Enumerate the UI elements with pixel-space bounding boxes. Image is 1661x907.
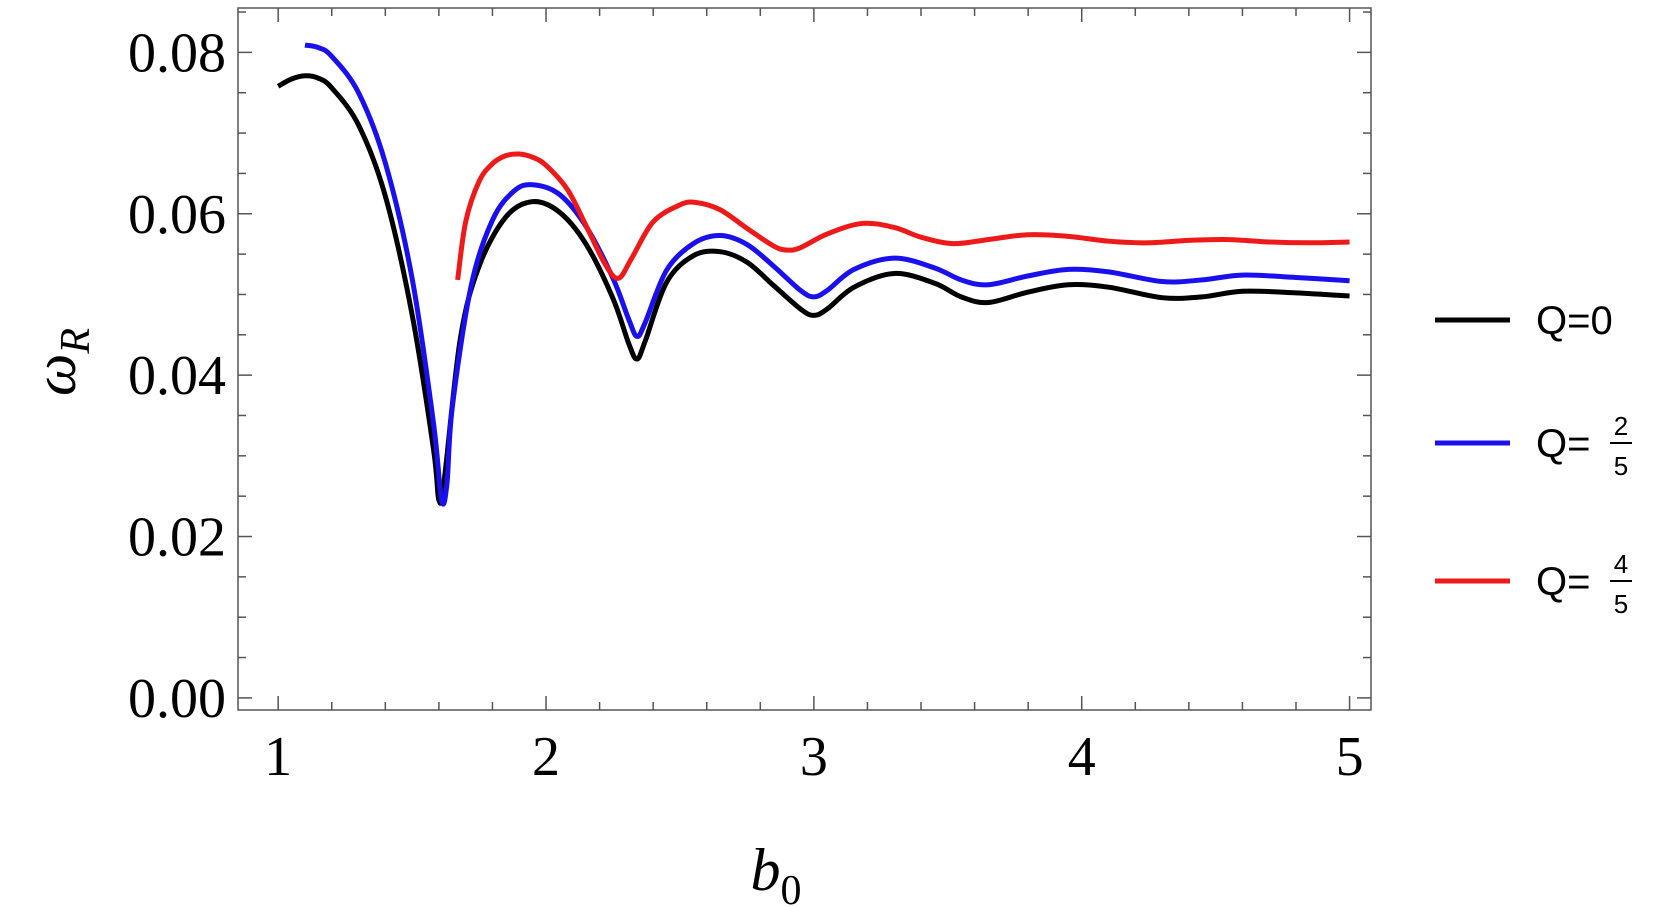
- legend-label-q0: Q=0: [1536, 299, 1613, 343]
- y-axis-title: ωR: [22, 328, 99, 396]
- x-axis-title: b0: [751, 837, 802, 907]
- legend-frac-den-q2-5: 5: [1614, 451, 1628, 481]
- series-lines: [276, 42, 1350, 507]
- plot-frame: [237, 7, 1372, 711]
- y-tick-label: 0.00: [128, 668, 226, 730]
- legend-label-q4-5: Q=: [1536, 560, 1590, 604]
- y-tick-label: 0.04: [128, 345, 226, 407]
- legend-frac-num-q2-5: 2: [1614, 411, 1628, 441]
- x-tick-label: 2: [532, 726, 560, 788]
- x-tick-label: 4: [1068, 726, 1096, 788]
- x-tick-label: 1: [264, 726, 292, 788]
- y-axis-title-subscript: R: [53, 328, 99, 355]
- legend-frac-num-q4-5: 4: [1614, 549, 1628, 579]
- y-axis-title-main: ω: [22, 354, 88, 396]
- axis-ticks: [238, 8, 1371, 710]
- series-line-q2-5: [304, 42, 1350, 507]
- series-line-q4-5: [455, 151, 1350, 281]
- legend: Q=0 Q= 2 5 Q= 4 5: [1435, 299, 1632, 619]
- y-tick-label: 0.02: [128, 507, 226, 569]
- legend-frac-den-q4-5: 5: [1614, 589, 1628, 619]
- legend-entry-q0: Q=0: [1435, 299, 1613, 343]
- x-tick-label: 5: [1336, 726, 1364, 788]
- series-line-q0: [276, 73, 1350, 506]
- legend-entry-q2-5: Q= 2 5: [1435, 411, 1632, 481]
- y-tick-label: 0.06: [128, 184, 226, 246]
- legend-label-q2-5: Q=: [1536, 422, 1590, 466]
- x-tick-label: 3: [800, 726, 828, 788]
- x-axis-title-subscript: 0: [781, 868, 802, 907]
- x-axis-title-main: b: [751, 837, 781, 903]
- tick-labels: 1 2 3 4 5 0.00 0.02 0.04 0.06 0.08: [128, 22, 1364, 788]
- legend-entry-q4-5: Q= 4 5: [1435, 549, 1632, 619]
- y-tick-label: 0.08: [128, 22, 226, 84]
